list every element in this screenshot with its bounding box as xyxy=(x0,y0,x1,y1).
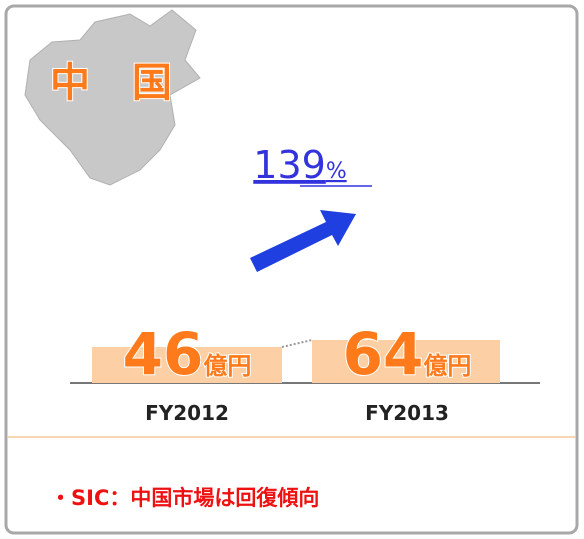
bar xyxy=(312,340,500,383)
note: ・SIC：中国市場は回復傾向 xyxy=(50,486,319,510)
year: FY2012 xyxy=(145,401,229,425)
region: 中 国 xyxy=(50,60,186,106)
map xyxy=(24,9,201,186)
unit: 億円 xyxy=(423,352,471,380)
year: FY2013 xyxy=(365,401,449,425)
connector xyxy=(281,339,313,348)
value-label: 64億円 xyxy=(343,320,472,388)
value-label: 46億円 xyxy=(123,320,252,388)
value: 46 xyxy=(123,320,204,388)
growth-unit: % xyxy=(326,159,347,184)
unit: 億円 xyxy=(203,352,251,380)
value: 64 xyxy=(343,320,424,388)
growth: 139% xyxy=(253,143,346,187)
bar xyxy=(92,347,282,383)
arrow xyxy=(250,210,356,272)
growth-value: 139 xyxy=(253,143,326,187)
